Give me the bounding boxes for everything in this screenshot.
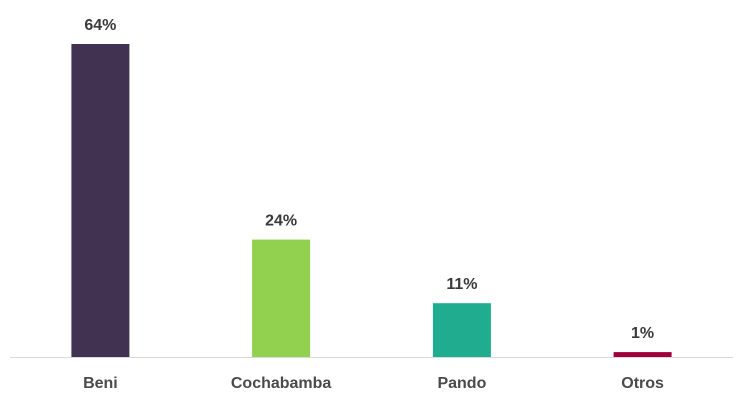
value-label-beni: 64% bbox=[84, 17, 116, 34]
bar-beni bbox=[71, 44, 130, 357]
x-tick-labels-group: Beni Cochabamba Pando Otros bbox=[83, 375, 664, 392]
value-label-pando: 11% bbox=[446, 276, 477, 293]
x-tick-label-otros: Otros bbox=[621, 375, 664, 392]
value-label-cochabamba: 24% bbox=[265, 213, 297, 230]
value-labels-group: 64% 24% 11% 1% bbox=[84, 17, 654, 342]
bars-group bbox=[71, 44, 672, 357]
value-label-otros: 1% bbox=[631, 325, 654, 342]
bar-cochabamba bbox=[252, 239, 311, 357]
x-tick-label-pando: Pando bbox=[437, 375, 486, 392]
bar-otros bbox=[613, 352, 672, 357]
x-tick-label-cochabamba: Cochabamba bbox=[231, 375, 332, 392]
x-tick-label-beni: Beni bbox=[83, 375, 118, 392]
bar-pando bbox=[432, 303, 491, 357]
